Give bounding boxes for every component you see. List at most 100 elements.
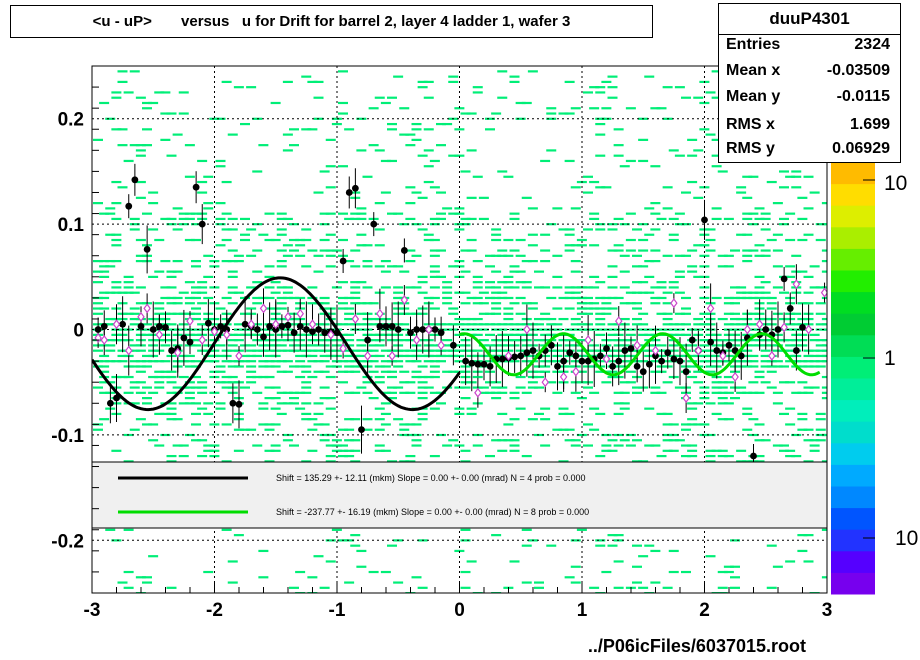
- hist-cell: [552, 323, 563, 326]
- hist-cell: [791, 328, 802, 331]
- profile-point: [486, 362, 494, 370]
- hist-cell: [576, 238, 587, 242]
- hist-cell: [93, 312, 103, 315]
- hist-cell: [748, 312, 759, 315]
- hist-cell: [209, 117, 220, 120]
- hist-cell: [99, 275, 110, 278]
- hist-cell: [399, 354, 410, 358]
- hist-cell: [540, 407, 551, 410]
- hist-cell: [178, 91, 189, 94]
- stats-key: Mean y: [726, 88, 781, 105]
- hist-cell: [546, 381, 557, 384]
- profile-point-open: [112, 319, 121, 330]
- hist-cell: [227, 228, 238, 231]
- hist-cell: [184, 296, 195, 300]
- hist-cell: [191, 212, 201, 215]
- hist-cell: [521, 581, 532, 584]
- hist-cell: [221, 375, 232, 379]
- profile-point: [517, 352, 525, 360]
- hist-cell: [466, 112, 477, 115]
- hist-cell: [613, 412, 624, 416]
- hist-cell: [546, 107, 557, 110]
- hist-cell: [313, 423, 324, 426]
- hist-cell: [668, 570, 679, 574]
- profile-point: [235, 400, 243, 408]
- hist-cell: [803, 275, 814, 278]
- hist-cell: [540, 418, 551, 421]
- hist-cell: [748, 360, 759, 363]
- hist-cell: [485, 254, 495, 257]
- profile-point: [351, 184, 359, 192]
- hist-cell: [521, 528, 532, 531]
- hist-cell: [552, 391, 563, 394]
- legend-entry-2: Shift = -237.77 +- 16.19 (mkm) Slope = 0…: [276, 507, 589, 517]
- hist-cell: [227, 291, 238, 294]
- profile-point-open: [143, 303, 151, 314]
- hist-cell: [356, 212, 367, 215]
- hist-cell: [478, 312, 489, 315]
- hist-cell: [135, 286, 146, 289]
- hist-cell: [325, 433, 336, 437]
- hist-cell: [344, 360, 355, 363]
- hist-cell: [736, 460, 747, 463]
- hist-cell: [123, 312, 134, 315]
- hist-cell: [356, 360, 367, 363]
- hist-cell: [454, 154, 465, 157]
- hist-cell: [350, 302, 361, 305]
- hist-cell: [472, 286, 483, 289]
- profile-point: [419, 326, 427, 333]
- hist-cell: [650, 549, 661, 553]
- hist-cell: [601, 296, 612, 300]
- hist-cell: [233, 333, 244, 336]
- hist-cell: [215, 354, 226, 358]
- hist-cell: [503, 281, 514, 284]
- hist-cell: [540, 249, 551, 252]
- hist-cell: [319, 302, 330, 305]
- hist-cell: [117, 375, 128, 379]
- hist-cell: [821, 375, 827, 379]
- profile-point-open: [719, 350, 727, 361]
- hist-cell: [117, 291, 128, 294]
- hist-cell: [491, 296, 502, 300]
- hist-cell: [295, 570, 306, 574]
- hist-cell: [534, 339, 544, 342]
- palette-cell: [831, 507, 875, 530]
- profile-point: [596, 352, 604, 360]
- hist-cell: [380, 159, 391, 163]
- hist-cell: [405, 391, 416, 394]
- hist-cell: [497, 386, 508, 389]
- hist-cell: [772, 360, 783, 363]
- hist-cell: [595, 370, 606, 373]
- hist-cell: [589, 286, 600, 289]
- hist-cell: [613, 154, 624, 157]
- hist-cell: [374, 381, 385, 384]
- hist-cell: [644, 328, 655, 331]
- hist-cell: [821, 397, 827, 400]
- profile-point: [560, 357, 568, 365]
- hist-cell: [350, 349, 361, 352]
- hist-cell: [191, 317, 201, 321]
- hist-cell: [491, 386, 502, 389]
- hist-cell: [111, 202, 122, 205]
- hist-cell: [393, 286, 404, 289]
- hist-cell: [191, 439, 201, 442]
- hist-cell: [638, 323, 649, 326]
- hist-cell: [613, 296, 624, 300]
- hist-cell: [509, 391, 520, 394]
- hist-cell: [368, 144, 379, 147]
- hist-cell: [166, 286, 177, 289]
- hist-cell: [399, 133, 410, 136]
- hist-cell: [264, 286, 275, 289]
- hist-cell: [111, 233, 122, 236]
- profile-point-open: [584, 335, 592, 346]
- hist-cell: [650, 259, 661, 263]
- hist-cell: [534, 386, 544, 389]
- hist-cell: [583, 423, 593, 426]
- hist-cell: [595, 223, 606, 226]
- stats-row-rms-y: RMS y 0.06929: [726, 140, 890, 164]
- hist-cell: [93, 428, 103, 431]
- hist-cell: [742, 407, 753, 410]
- hist-cell: [632, 565, 642, 568]
- hist-cell: [129, 402, 140, 405]
- hist-cell: [135, 360, 146, 363]
